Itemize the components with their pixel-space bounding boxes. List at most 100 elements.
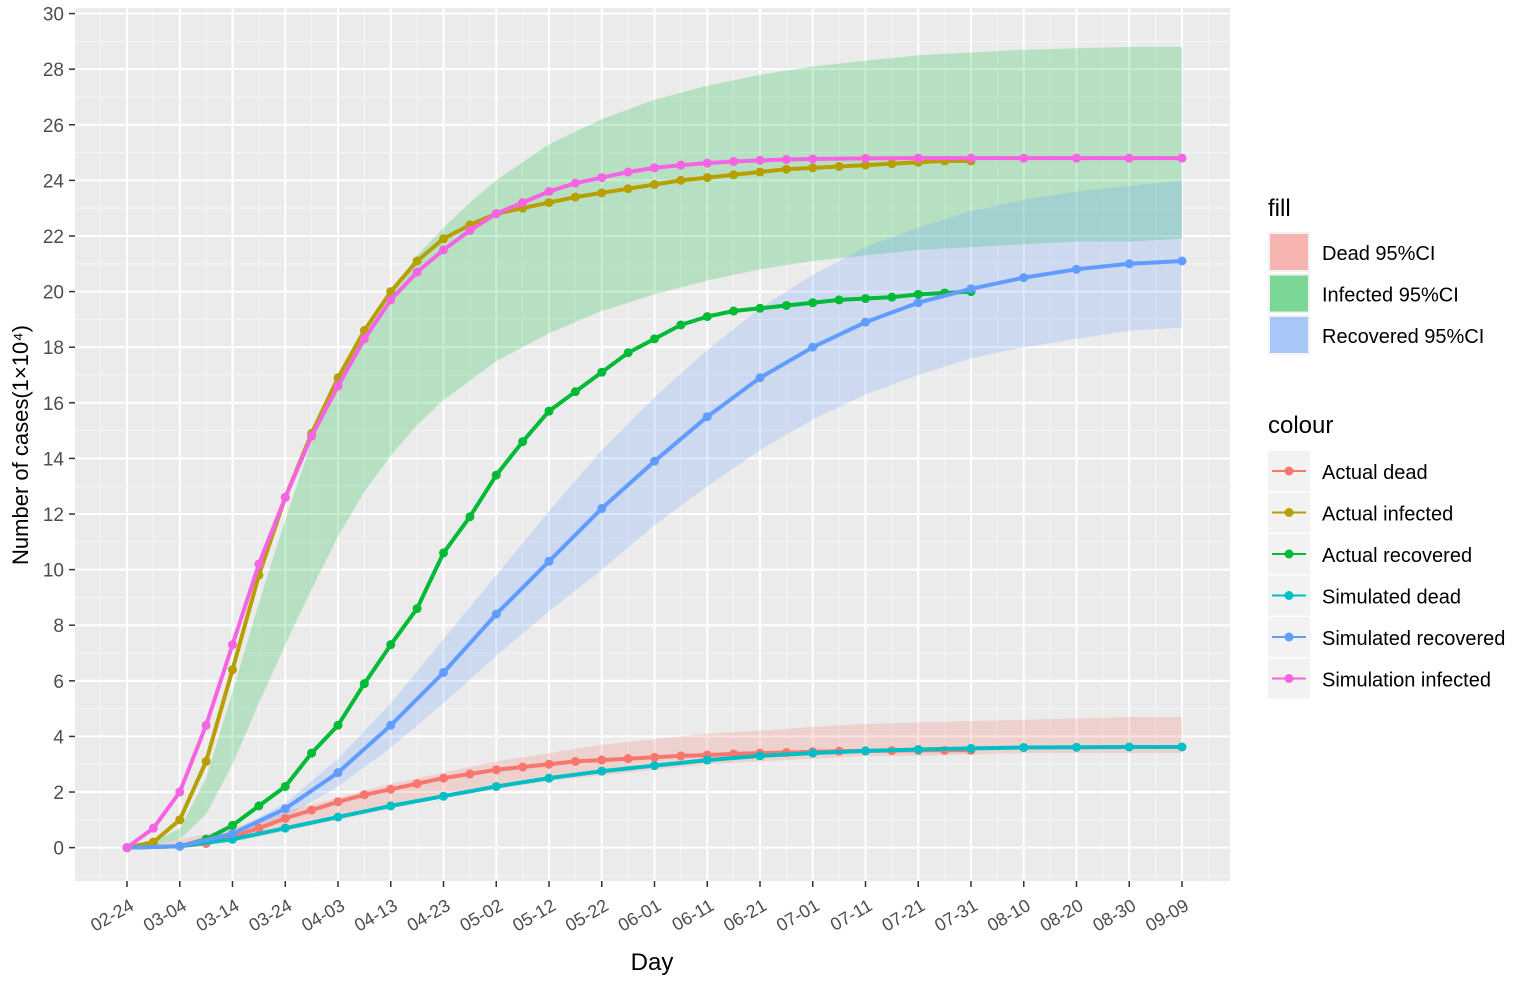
data-point: [623, 348, 633, 358]
data-point: [702, 173, 712, 183]
data-point: [570, 178, 580, 188]
data-point: [808, 298, 818, 308]
legend-key-point: [1284, 591, 1294, 600]
data-point: [597, 188, 607, 198]
data-point: [729, 170, 739, 180]
x-tick-label: 08-10: [984, 895, 1034, 935]
data-point: [201, 756, 211, 766]
legend-label: Actual infected: [1322, 504, 1453, 526]
data-point: [280, 804, 290, 814]
data-point: [280, 492, 290, 502]
data-point: [544, 406, 554, 416]
data-point: [887, 159, 897, 169]
data-point: [623, 184, 633, 194]
series-line-simulation-infected: [125, 156, 1182, 850]
data-point: [307, 748, 317, 758]
data-point: [676, 751, 686, 761]
legend-label: Actual dead: [1322, 462, 1428, 484]
data-point: [597, 173, 607, 183]
y-tick-label: 30: [43, 5, 64, 26]
data-point: [861, 153, 870, 163]
data-point: [623, 754, 633, 764]
y-tick-label: 26: [43, 116, 64, 137]
gridlines: [75, 8, 1230, 881]
data-point: [228, 665, 237, 675]
y-tick-label: 6: [53, 672, 64, 693]
y-tick-label: 22: [43, 227, 64, 248]
x-tick-label: 04-13: [351, 895, 401, 935]
data-point: [439, 548, 448, 558]
legend-label: Dead 95%CI: [1322, 243, 1435, 265]
data-point: [755, 155, 765, 165]
data-point: [966, 743, 976, 753]
legend-label: Actual recovered: [1322, 545, 1472, 567]
data-point: [861, 160, 870, 170]
x-tick-label: 04-03: [298, 895, 348, 935]
data-point: [913, 289, 923, 299]
data-point: [597, 367, 607, 377]
x-tick-label: 05-22: [562, 895, 612, 935]
data-point: [228, 820, 237, 830]
data-point: [1124, 742, 1134, 752]
x-tick-label: 06-21: [720, 895, 770, 935]
data-point: [386, 295, 396, 305]
data-point: [702, 755, 712, 765]
data-point: [386, 801, 396, 811]
data-point: [808, 748, 818, 758]
data-point: [597, 503, 607, 513]
data-point: [175, 815, 185, 825]
data-point: [966, 153, 976, 163]
data-point: [333, 381, 343, 391]
x-axis-ticks: 02-24 03-04 03-14 03-24 04-03 04-13 04-23 05-02…: [87, 881, 1192, 935]
x-tick-label: 09-09: [1142, 895, 1192, 935]
data-point: [175, 841, 185, 851]
data-point: [729, 306, 739, 316]
series-lines: [122, 153, 1187, 853]
data-point: [359, 679, 369, 689]
y-tick-label: 2: [53, 783, 64, 804]
data-point: [544, 556, 554, 566]
data-point: [307, 805, 317, 815]
data-point: [1177, 742, 1187, 752]
x-tick-label: 05-02: [456, 895, 506, 935]
data-point: [465, 225, 475, 235]
data-point: [913, 153, 923, 163]
data-point: [570, 756, 580, 766]
legend-key-point: [1284, 466, 1294, 476]
legend-fill-title: fill: [1268, 195, 1291, 222]
x-tick-label: 02-24: [87, 895, 137, 935]
data-point: [359, 334, 369, 344]
x-tick-label: 03-04: [140, 895, 190, 935]
y-tick-label: 4: [53, 727, 64, 748]
data-point: [333, 768, 343, 778]
data-point: [861, 317, 870, 327]
data-point: [333, 797, 343, 807]
y-tick-label: 20: [43, 283, 64, 304]
data-point: [228, 640, 237, 650]
legend-key-dead-95-ci: [1270, 234, 1308, 270]
data-point: [201, 720, 211, 730]
data-point: [1177, 256, 1187, 266]
data-point: [781, 300, 791, 310]
data-point: [887, 292, 897, 302]
data-point: [1072, 264, 1081, 274]
data-point: [307, 431, 317, 441]
y-tick-label: 24: [43, 171, 65, 192]
legend-label: Simulated dead: [1322, 587, 1461, 609]
data-point: [439, 245, 448, 255]
data-point: [702, 412, 712, 422]
data-point: [491, 765, 501, 775]
data-point: [386, 287, 396, 297]
y-tick-label: 0: [53, 839, 64, 860]
y-tick-label: 16: [43, 394, 64, 415]
data-point: [702, 312, 712, 322]
data-point: [412, 779, 422, 789]
data-point: [650, 180, 659, 190]
data-point: [412, 256, 422, 266]
data-point: [1019, 153, 1029, 163]
data-point: [518, 437, 528, 447]
legend-label: Recovered 95%CI: [1322, 326, 1484, 348]
data-point: [280, 823, 290, 833]
